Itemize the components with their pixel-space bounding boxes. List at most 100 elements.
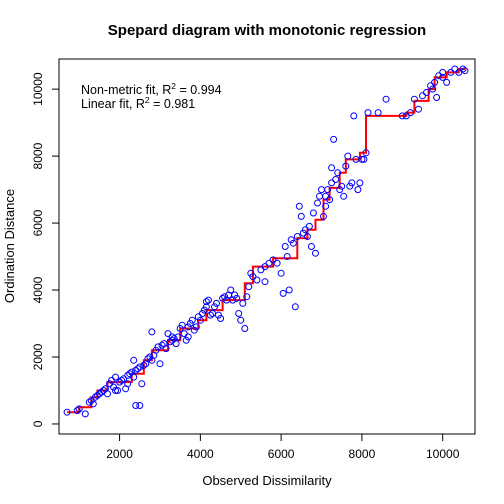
data-point [130, 373, 138, 381]
data-point [73, 407, 81, 415]
data-point [204, 296, 212, 304]
annotation-linear-sup: 2 [145, 95, 150, 105]
data-point [334, 169, 342, 177]
data-point [136, 402, 144, 409]
data-point [217, 315, 225, 322]
data-point [295, 202, 303, 210]
data-point [148, 328, 156, 336]
data-point [342, 162, 350, 170]
data-point [455, 68, 463, 76]
data-point [215, 311, 222, 319]
data-point [459, 65, 467, 73]
data-point [410, 95, 418, 103]
x-axis-label: Observed Dissimilarity [202, 473, 332, 488]
data-point [348, 179, 356, 187]
x-tick-label: 2000 [106, 447, 133, 461]
data-point [63, 408, 71, 416]
data-point [297, 212, 305, 220]
data-point [192, 323, 200, 331]
data-point [118, 376, 126, 384]
data-point [261, 278, 269, 286]
annotation-nonmetric-sup: 2 [171, 81, 176, 91]
y-axis: 0 2000 4000 6000 8000 10000 [31, 72, 59, 427]
data-point [239, 299, 247, 307]
data-point [126, 370, 134, 378]
data-point [138, 380, 146, 388]
data-point [112, 373, 119, 381]
data-point [180, 330, 188, 338]
data-point [419, 92, 426, 100]
data-point [318, 186, 325, 194]
data-point [211, 303, 218, 311]
data-point [429, 85, 437, 93]
data-point [356, 179, 364, 187]
data-point [213, 299, 220, 307]
data-point [328, 179, 336, 187]
data-point [307, 243, 315, 250]
y-tick-label: 2000 [31, 343, 45, 370]
data-point [354, 186, 362, 194]
data-point [340, 192, 348, 200]
data-point [322, 192, 330, 200]
data-point [360, 155, 368, 163]
data-point [314, 199, 321, 207]
data-point [439, 68, 447, 76]
data-point [156, 360, 164, 368]
x-tick-label: 4000 [187, 447, 214, 461]
data-point [140, 361, 148, 369]
data-point [93, 392, 101, 399]
monotonic-regression-line [67, 68, 465, 414]
data-point [431, 78, 439, 86]
data-point [312, 249, 319, 257]
data-point [132, 366, 140, 374]
data-point [202, 303, 210, 311]
data-point [233, 294, 241, 302]
data-point [134, 365, 142, 373]
y-tick-label: 10000 [31, 72, 45, 106]
annotation-nonmetric-label: Non-metric fit, R [81, 83, 171, 97]
scatter-points [63, 65, 469, 418]
data-point [89, 400, 97, 408]
annotation-nonmetric-fit: Non-metric fit, R2 = 0.994 [81, 81, 222, 97]
data-point [207, 311, 214, 319]
annotation-linear-fit: Linear fit, R2 = 0.981 [81, 95, 195, 111]
data-point [415, 105, 422, 113]
data-point [162, 345, 170, 353]
data-point [168, 333, 176, 341]
data-point [305, 222, 313, 230]
data-point [120, 375, 128, 383]
data-point [423, 89, 430, 96]
data-point [184, 323, 192, 331]
data-point [406, 109, 414, 117]
data-point [309, 209, 317, 217]
data-point [362, 149, 370, 157]
data-point [124, 380, 132, 388]
data-point [144, 355, 152, 363]
annotation-nonmetric-value: = 0.994 [176, 83, 222, 97]
data-point [320, 212, 327, 220]
data-point [172, 340, 180, 348]
data-point [358, 155, 366, 163]
data-point [287, 236, 295, 244]
data-point [164, 330, 172, 338]
data-point [112, 387, 119, 394]
data-point [104, 390, 111, 398]
data-point [273, 259, 281, 267]
data-point [132, 402, 140, 409]
data-point [447, 68, 455, 76]
data-point [261, 263, 269, 271]
data-point [114, 387, 122, 394]
data-point [293, 233, 301, 240]
data-point [322, 202, 330, 210]
data-point [281, 243, 289, 250]
data-point [289, 239, 297, 247]
data-point [382, 95, 390, 103]
data-point [231, 291, 239, 299]
y-axis-label: Ordination Distance [2, 189, 17, 303]
data-point [461, 67, 469, 75]
data-point [257, 266, 265, 274]
data-point [443, 78, 451, 86]
y-tick-label: 6000 [31, 209, 45, 236]
data-point [182, 336, 190, 344]
data-point [291, 303, 299, 311]
